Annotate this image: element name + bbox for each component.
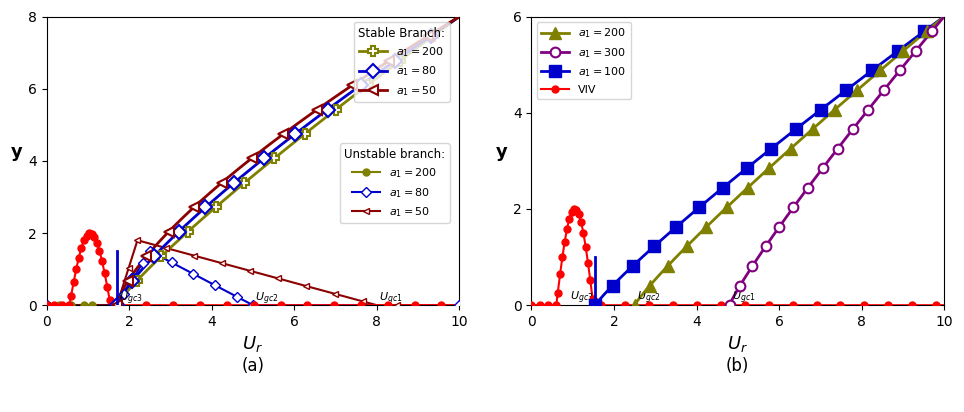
Y-axis label: y: y (495, 143, 508, 161)
Legend: $a_1=200$, $a_1=80$, $a_1=50$: $a_1=200$, $a_1=80$, $a_1=50$ (339, 143, 449, 223)
Text: $U_{gc3}$: $U_{gc3}$ (570, 290, 594, 306)
Text: $U_{gc1}$: $U_{gc1}$ (732, 290, 755, 306)
Text: $U_{gc3}$: $U_{gc3}$ (119, 291, 143, 307)
X-axis label: $U_r$: $U_r$ (243, 335, 263, 354)
Text: $U_{gc1}$: $U_{gc1}$ (379, 291, 402, 307)
Text: (a): (a) (242, 357, 264, 375)
Text: $U_{gc2}$: $U_{gc2}$ (636, 290, 660, 306)
Text: (b): (b) (726, 357, 749, 375)
Legend: $a_1=200$, $a_1=300$, $a_1=100$, VIV: $a_1=200$, $a_1=300$, $a_1=100$, VIV (537, 22, 630, 99)
X-axis label: $U_r$: $U_r$ (727, 335, 748, 354)
Y-axis label: y: y (12, 143, 23, 161)
Text: $U_{gc2}$: $U_{gc2}$ (255, 291, 279, 307)
